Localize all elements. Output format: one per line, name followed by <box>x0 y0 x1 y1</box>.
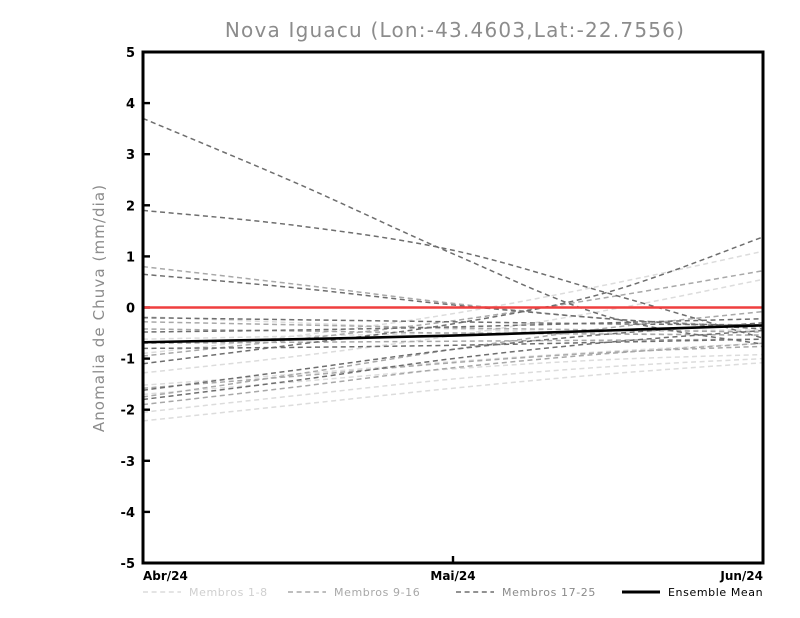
y-tick-label: -4 <box>121 506 135 521</box>
legend-label: Ensemble Mean <box>668 586 763 599</box>
page-title: Nova Iguacu (Lon:-43.4603,Lat:-22.7556) <box>225 18 685 42</box>
legend-item[interactable]: Ensemble Mean <box>622 586 763 599</box>
member-line <box>142 317 764 333</box>
member-line <box>142 117 764 346</box>
x-axis-ticks: Abr/24 Mai/24 Jun/24 <box>141 556 765 583</box>
member-line <box>142 357 764 413</box>
y-tick-label: 1 <box>126 250 135 265</box>
member-line <box>142 322 764 392</box>
y-tick-label: 3 <box>126 148 135 163</box>
plot-frame <box>141 50 765 565</box>
member-line <box>142 329 764 401</box>
y-tick-label: 5 <box>126 46 135 61</box>
legend-label: Membros 9-16 <box>334 586 420 599</box>
series-lines <box>141 117 765 422</box>
y-axis-label: Anomalia de Chuva (mm/dia) <box>90 184 108 432</box>
y-tick-label: 4 <box>126 97 135 112</box>
member-line <box>142 328 764 336</box>
y-axis-ticks: 5 4 3 2 1 0 -1 -2 -3 -4 -5 <box>121 46 150 572</box>
legend-item[interactable]: Membros 1-8 <box>143 586 268 599</box>
y-tick-label: 0 <box>126 302 135 317</box>
chart-legend: Membros 1-8 Membros 9-16 Membros 17-25 Ense… <box>143 586 763 599</box>
y-tick-label: 2 <box>126 199 135 214</box>
y-tick-label: -5 <box>121 557 135 572</box>
member-line <box>142 338 764 350</box>
member-line <box>142 273 764 330</box>
member-line <box>142 338 764 345</box>
member-line <box>142 361 764 422</box>
member-line <box>142 250 764 355</box>
x-tick-label: Abr/24 <box>143 569 188 583</box>
x-tick-label: Jun/24 <box>719 569 763 583</box>
y-tick-label: -3 <box>121 455 135 470</box>
member-line <box>142 269 764 357</box>
y-tick-label: -2 <box>121 404 135 419</box>
legend-label: Membros 1-8 <box>189 586 268 599</box>
member-line <box>142 321 764 333</box>
member-line <box>142 353 764 396</box>
legend-item[interactable]: Membros 17-25 <box>456 586 596 599</box>
legend-item[interactable]: Membros 9-16 <box>288 586 420 599</box>
y-tick-label: -1 <box>121 353 135 368</box>
member-line <box>142 342 764 406</box>
member-line <box>142 236 764 365</box>
legend-label: Membros 17-25 <box>502 586 596 599</box>
member-line <box>142 316 764 326</box>
member-line <box>142 342 764 386</box>
ensemble-mean-line <box>141 324 765 344</box>
x-tick-label: Mai/24 <box>430 569 475 583</box>
